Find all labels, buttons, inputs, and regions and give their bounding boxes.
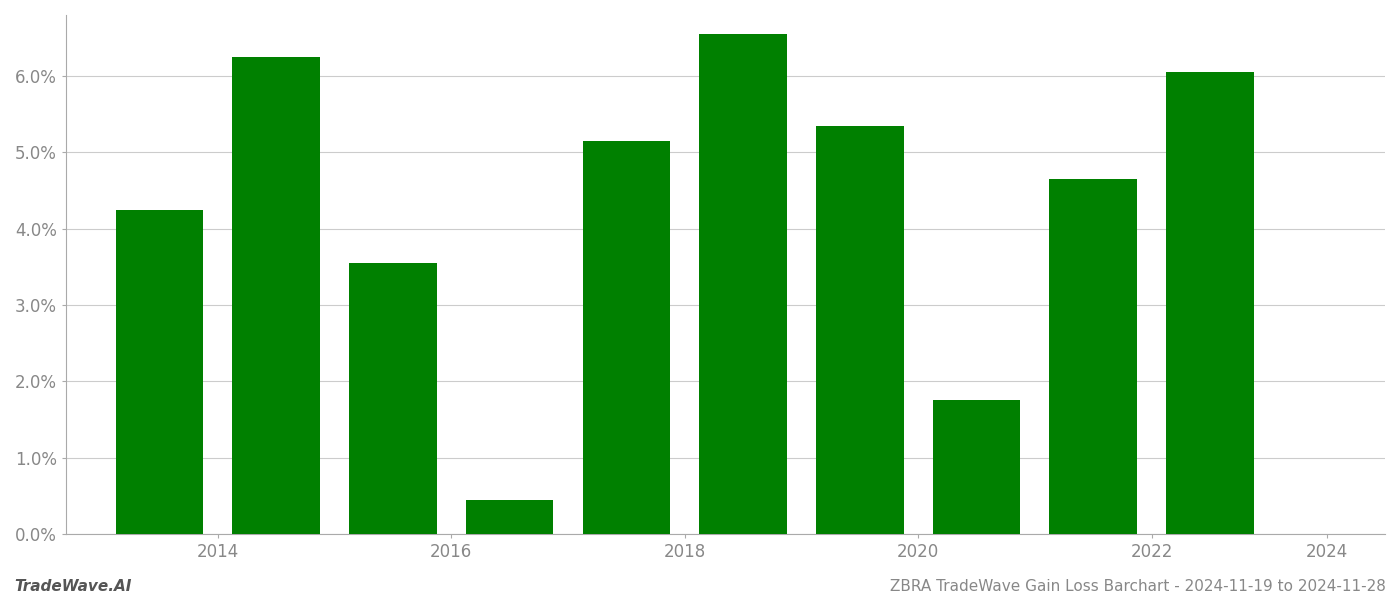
Bar <box>116 209 203 534</box>
Bar <box>582 141 671 534</box>
Bar <box>932 400 1021 534</box>
Text: ZBRA TradeWave Gain Loss Barchart - 2024-11-19 to 2024-11-28: ZBRA TradeWave Gain Loss Barchart - 2024… <box>890 579 1386 594</box>
Bar <box>349 263 437 534</box>
Bar <box>816 125 903 534</box>
Bar <box>466 500 553 534</box>
Bar <box>232 57 321 534</box>
Text: TradeWave.AI: TradeWave.AI <box>14 579 132 594</box>
Bar <box>699 34 787 534</box>
Bar <box>1050 179 1137 534</box>
Bar <box>1166 72 1253 534</box>
